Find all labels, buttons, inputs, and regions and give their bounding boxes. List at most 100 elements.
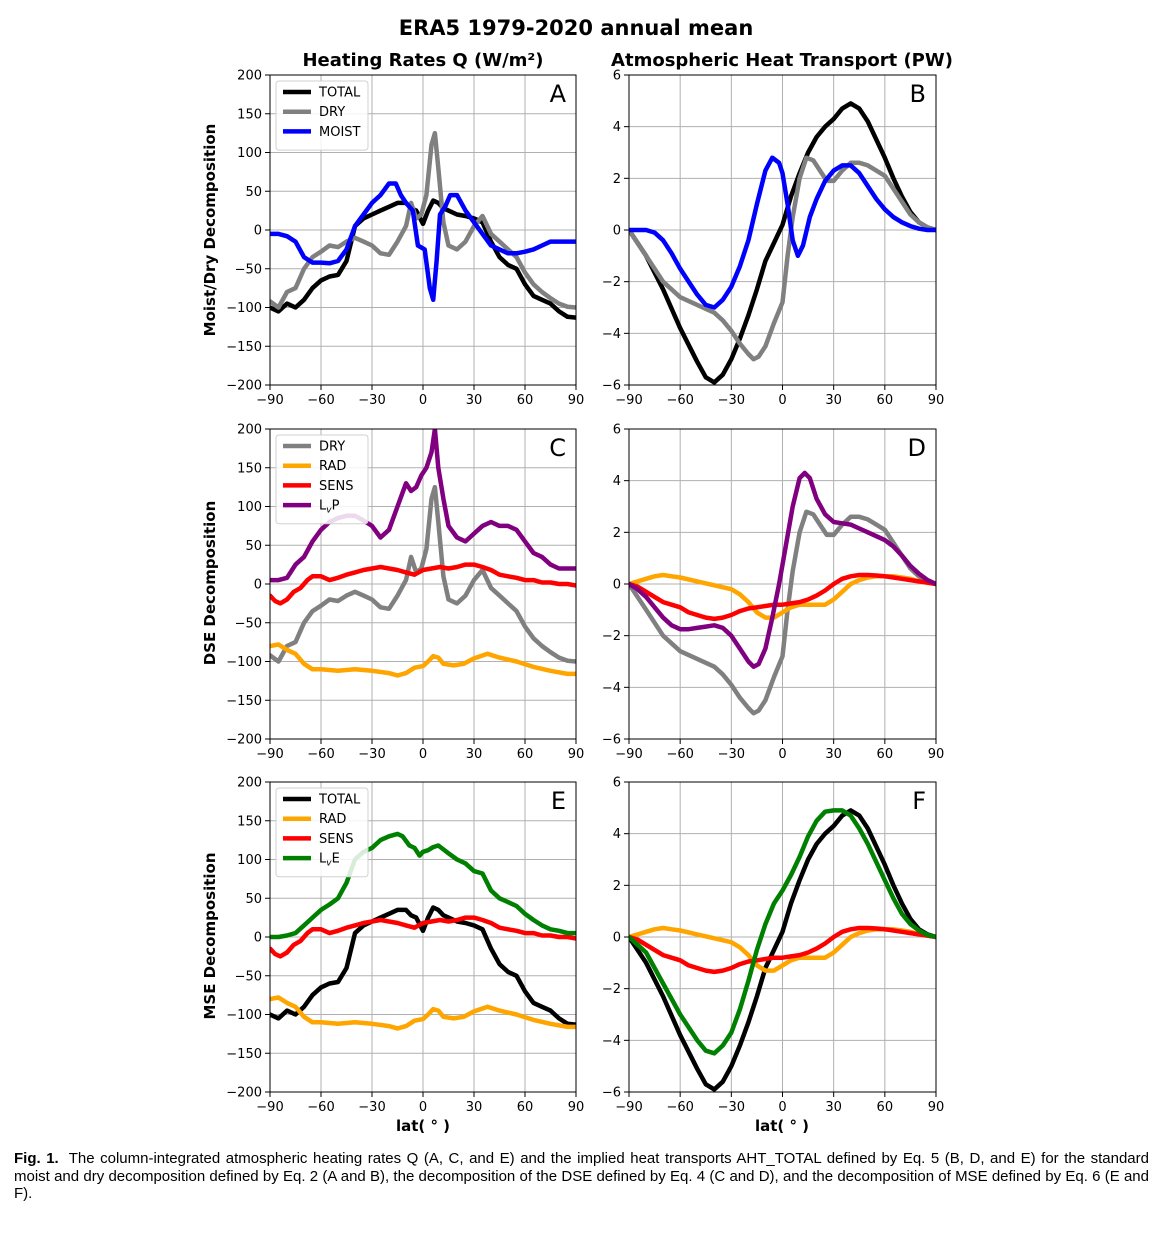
- caption-text: The column-integrated atmospheric heatin…: [14, 1150, 1149, 1202]
- series-line-moist: [270, 181, 576, 303]
- x-tick-label: −90: [256, 747, 283, 762]
- row-label-moist-dry: Moist/Dry Decomposition: [201, 124, 219, 337]
- series-line-moist: [629, 155, 936, 310]
- x-tick-label: −30: [718, 747, 745, 762]
- x-tick-label: −30: [358, 1100, 385, 1115]
- x-tick-label: −30: [718, 393, 745, 408]
- figure-caption: Fig. 1. The column-integrated atmospheric…: [14, 1150, 1149, 1203]
- legend-label: LvE: [319, 852, 340, 869]
- y-tick-label: −150: [226, 694, 262, 709]
- x-tick-label: −60: [666, 747, 693, 762]
- y-tick-label: −200: [226, 733, 262, 748]
- y-tick-label: 2: [613, 526, 621, 541]
- x-tick-label: 0: [778, 747, 786, 762]
- y-tick-label: −2: [602, 275, 621, 290]
- series-line-rad: [270, 995, 576, 1031]
- x-tick-label: 90: [568, 393, 585, 408]
- x-tick-label: −60: [307, 747, 334, 762]
- panel-letter: A: [550, 80, 567, 108]
- caption-label: Fig. 1.: [14, 1150, 59, 1167]
- y-tick-label: 150: [237, 461, 262, 476]
- x-tick-label: 90: [928, 747, 945, 762]
- x-tick-label: 60: [517, 393, 534, 408]
- legend-label: DRY: [319, 105, 345, 120]
- y-tick-label: 6: [613, 423, 621, 438]
- x-tick-label: 0: [778, 1100, 786, 1115]
- x-tick-label: 60: [877, 747, 894, 762]
- y-tick-label: 100: [237, 853, 262, 868]
- x-tick-label: 0: [419, 747, 427, 762]
- y-tick-label: 6: [613, 69, 621, 84]
- y-tick-label: 200: [237, 69, 262, 84]
- legend-label: LvP: [319, 499, 340, 516]
- series-line-sens: [629, 572, 936, 622]
- panel-b: −90 −60 −30 0 30 60 90 −6 −4 −2 0 2 4 6 B: [602, 69, 944, 409]
- x-tick-label: −90: [615, 1100, 642, 1115]
- y-tick-label: −50: [235, 969, 262, 984]
- x-tick-label: 30: [466, 747, 483, 762]
- legend-label: DRY: [319, 440, 345, 455]
- x-axis-label-left: lat( ° ): [396, 1117, 450, 1135]
- y-tick-label: −4: [602, 681, 621, 696]
- x-tick-label: 30: [825, 747, 842, 762]
- y-tick-label: −200: [226, 379, 262, 394]
- y-tick-label: −50: [235, 616, 262, 631]
- x-tick-label: 30: [466, 393, 483, 408]
- x-tick-label: 90: [928, 1100, 945, 1115]
- figure-title: ERA5 1979-2020 annual mean: [399, 16, 754, 40]
- x-tick-label: 0: [419, 393, 427, 408]
- y-tick-label: 0: [254, 224, 262, 239]
- y-tick-label: −6: [602, 733, 621, 748]
- legend-box: [275, 434, 369, 525]
- y-tick-label: −50: [235, 262, 262, 277]
- x-tick-label: −60: [307, 1100, 334, 1115]
- y-tick-label: −100: [226, 1008, 262, 1023]
- x-tick-label: 60: [877, 1100, 894, 1115]
- y-tick-label: 6: [613, 776, 621, 791]
- legend: TOTAL DRY MOIST: [275, 80, 369, 151]
- x-tick-label: −60: [666, 1100, 693, 1115]
- y-tick-label: 0: [613, 578, 621, 593]
- y-tick-label: 200: [237, 776, 262, 791]
- y-tick-label: −4: [602, 1034, 621, 1049]
- legend-box: [275, 787, 369, 878]
- x-tick-label: 60: [877, 393, 894, 408]
- legend-label: RAD: [319, 459, 346, 474]
- panel-letter: C: [549, 434, 566, 462]
- y-tick-label: −2: [602, 629, 621, 644]
- panel-letter: D: [908, 434, 926, 462]
- series-line-dry: [270, 484, 576, 664]
- series-line-dry: [270, 130, 576, 310]
- y-tick-label: 0: [254, 578, 262, 593]
- series-line-sens: [270, 562, 576, 606]
- y-tick-label: 50: [245, 539, 262, 554]
- y-tick-label: 50: [245, 185, 262, 200]
- panel-a: −90 −60 −30 0 30 60 90 −200 −150 −100 −50 0 50 100 150…: [226, 69, 584, 409]
- x-tick-label: 0: [778, 393, 786, 408]
- y-tick-label: 200: [237, 423, 262, 438]
- legend: TOTAL RAD SENS LvE: [275, 787, 369, 878]
- y-tick-label: −150: [226, 1047, 262, 1062]
- y-tick-label: −100: [226, 301, 262, 316]
- panel-letter: E: [551, 787, 566, 815]
- series-line-lvp: [629, 470, 936, 669]
- y-tick-label: 150: [237, 107, 262, 122]
- y-tick-label: 0: [613, 931, 621, 946]
- y-tick-label: 4: [613, 474, 621, 489]
- legend-label: SENS: [319, 832, 353, 847]
- series-line-sens: [629, 925, 936, 975]
- panel-letter: F: [912, 787, 926, 815]
- x-tick-label: 30: [825, 1100, 842, 1115]
- panel-letter: B: [910, 80, 926, 108]
- row-label-mse: MSE Decomposition: [201, 852, 219, 1019]
- y-tick-label: 4: [613, 827, 621, 842]
- legend-label: RAD: [319, 812, 346, 827]
- x-tick-label: −90: [615, 393, 642, 408]
- y-tick-label: −6: [602, 379, 621, 394]
- panel-c: −90 −60 −30 0 30 60 90 −200 −150 −100 −50 0 50 100 150…: [226, 423, 584, 763]
- x-tick-label: 90: [928, 393, 945, 408]
- series-line-rad: [270, 642, 576, 678]
- x-tick-label: 90: [568, 747, 585, 762]
- series-line-sens: [270, 915, 576, 959]
- x-tick-label: −30: [718, 1100, 745, 1115]
